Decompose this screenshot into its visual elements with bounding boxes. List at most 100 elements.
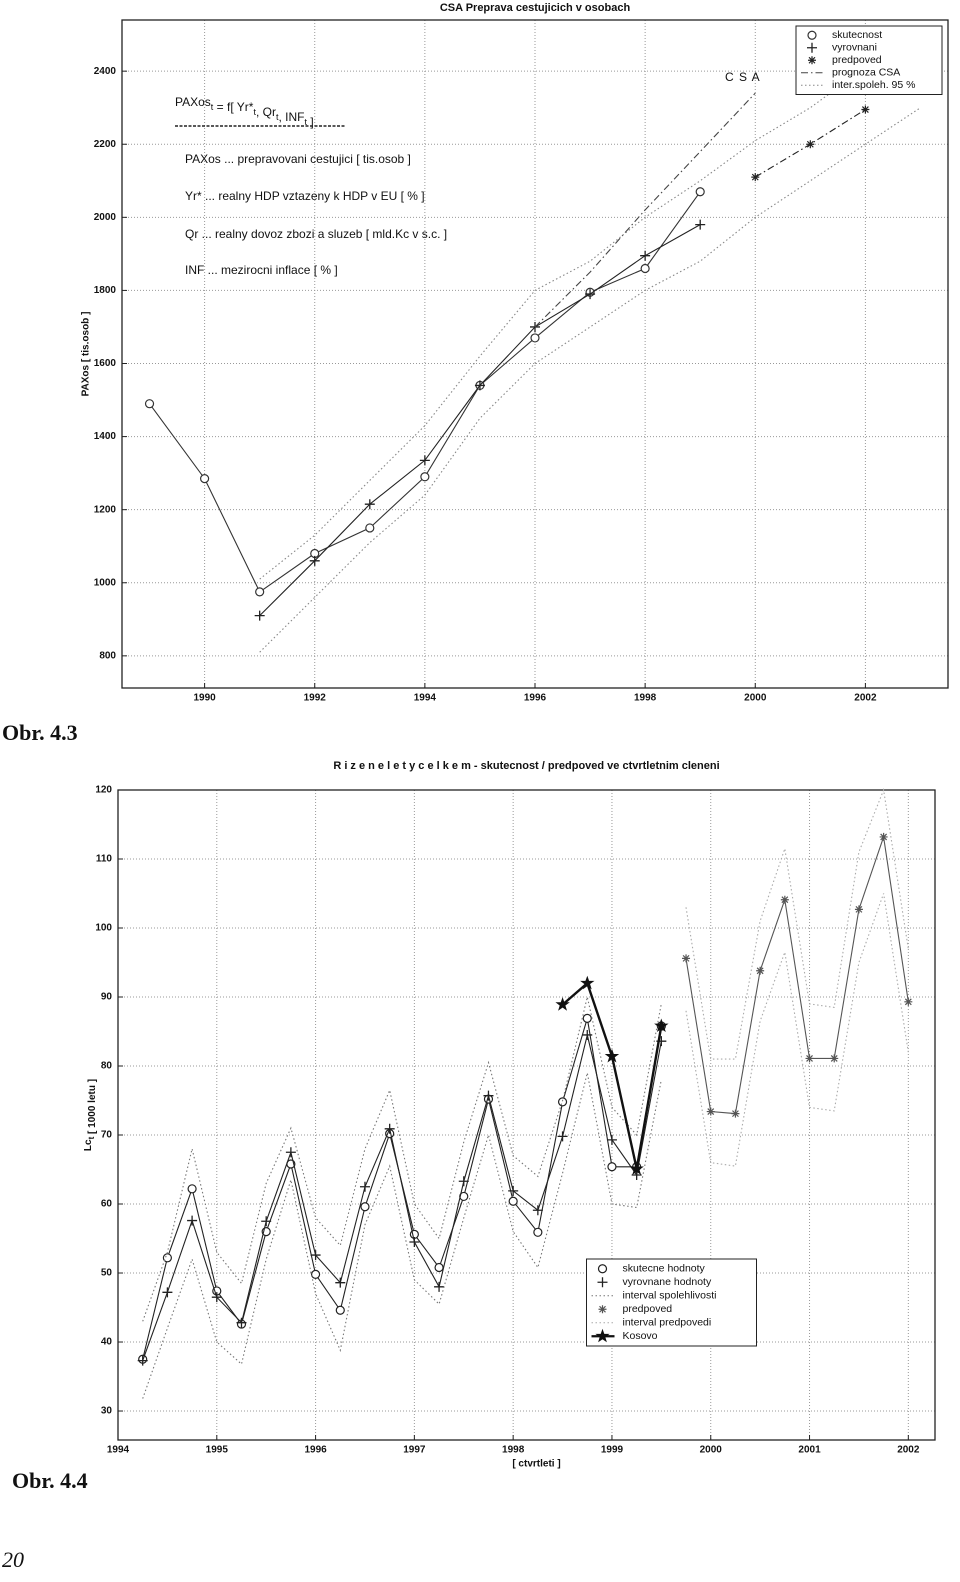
y-tick-label: 80 <box>101 1061 113 1072</box>
data-point <box>162 1287 173 1298</box>
data-point <box>359 1181 370 1192</box>
data-point <box>162 1253 172 1263</box>
data-point <box>695 187 705 197</box>
data-point <box>384 1123 395 1134</box>
legend-label: predpoved <box>832 54 882 66</box>
data-point <box>805 1054 814 1063</box>
data-point <box>751 173 760 182</box>
x-tick-label: 1990 <box>193 693 216 704</box>
data-point <box>255 587 265 597</box>
data-point <box>606 1134 617 1145</box>
caption: Obr. 4.3 <box>2 720 78 745</box>
y-tick-label: 2000 <box>94 212 117 223</box>
data-point <box>756 966 765 975</box>
series-line <box>685 836 909 1115</box>
data-point <box>706 1107 715 1116</box>
data-point <box>187 1184 197 1194</box>
y-axis-label-part: Lc <box>83 1139 94 1151</box>
data-point <box>557 1097 568 1107</box>
data-point <box>582 1013 592 1023</box>
x-tick-label: 1992 <box>304 693 327 704</box>
annotation: PAXos ... prepravovani cestujici [ tis.o… <box>185 152 411 166</box>
data-point <box>236 1317 247 1328</box>
data-point <box>364 499 375 510</box>
y-tick-label: 1000 <box>94 577 117 588</box>
data-point <box>310 1250 321 1261</box>
data-point <box>434 1281 445 1292</box>
formula-part: , INF <box>278 110 304 124</box>
annotation: Qr ... realny dovoz zbozi a sluzeb [ mld… <box>185 227 447 241</box>
interval-lower <box>142 1072 662 1399</box>
interval-lower <box>685 893 909 1167</box>
data-point <box>604 1048 620 1063</box>
data-point <box>360 1202 370 1212</box>
y-tick-label: 70 <box>101 1130 113 1141</box>
legend-marker <box>807 30 817 40</box>
data-point <box>419 455 430 466</box>
formula-part: = f[ Yr* <box>213 100 253 114</box>
x-tick-label: 2000 <box>700 1445 723 1456</box>
data-point <box>580 975 595 990</box>
data-point <box>335 1305 345 1315</box>
plot-frame <box>117 789 936 1441</box>
x-tick-label: 1997 <box>403 1445 426 1456</box>
y-axis-label: Lct [ 1000 letu ] <box>83 1079 98 1151</box>
annotation: Yr* ... realny HDP vztazeny k HDP v EU [… <box>185 189 425 203</box>
legend-label: interval predpovedi <box>623 1317 712 1329</box>
data-point <box>695 219 706 230</box>
x-tick-label: 2001 <box>798 1445 821 1456</box>
legend-label: predpoved <box>623 1303 673 1315</box>
data-point <box>508 1196 518 1206</box>
legend-marker <box>597 1264 608 1274</box>
legend-label: skutecnost <box>832 29 882 41</box>
annotation: C S A <box>725 70 761 84</box>
y-tick-label: 1800 <box>94 285 117 296</box>
chart-title: CSA Preprava cestujicich v osobach <box>440 2 631 14</box>
x-tick-label: 1994 <box>414 693 437 704</box>
legend-marker <box>595 1328 610 1343</box>
data-point <box>144 399 155 409</box>
y-axis-label: PAXos [ tis.osob ] <box>81 312 92 397</box>
data-point <box>137 1355 148 1366</box>
formula-sub: t <box>276 112 279 122</box>
y-tick-label: 50 <box>101 1268 113 1279</box>
data-point <box>285 1147 296 1158</box>
y-tick-label: 60 <box>101 1199 113 1210</box>
data-point <box>582 1029 593 1040</box>
data-point <box>629 1161 644 1175</box>
data-point <box>420 472 430 482</box>
data-point <box>483 1090 494 1101</box>
x-tick-label: 1998 <box>502 1445 525 1456</box>
data-point <box>585 289 596 300</box>
y-tick-label: 1400 <box>94 431 117 442</box>
legend-label: skutecne hodnoty <box>623 1263 706 1275</box>
page-number: 20 <box>2 1547 24 1572</box>
interval-upper <box>142 996 662 1322</box>
y-tick-label: 2400 <box>94 66 117 77</box>
series-line <box>142 1018 662 1360</box>
data-point <box>474 380 485 391</box>
y-tick-label: 30 <box>101 1406 113 1417</box>
y-axis-label-part: [ 1000 letu ] <box>87 1079 98 1137</box>
formula-sub: t <box>304 117 307 127</box>
data-point <box>830 1054 839 1063</box>
y-tick-label: 100 <box>95 923 112 934</box>
legend-marker <box>807 42 817 53</box>
formula-sub: t <box>253 107 256 117</box>
data-point <box>607 1162 617 1172</box>
data-point <box>200 474 210 484</box>
series-line <box>142 1034 662 1361</box>
y-tick-label: 110 <box>96 854 113 865</box>
data-point <box>211 1292 222 1303</box>
x-tick-label: 1999 <box>601 1445 624 1456</box>
data-point <box>557 1131 568 1142</box>
formula-part: ] <box>307 115 314 129</box>
data-point <box>254 610 265 621</box>
x-tick-label: 2002 <box>897 1445 920 1456</box>
data-point <box>261 1216 272 1227</box>
data-point <box>365 523 375 533</box>
legend-marker <box>597 1277 608 1288</box>
data-point <box>682 954 691 963</box>
plot-frame <box>121 19 949 689</box>
y-tick-label: 2200 <box>94 139 117 150</box>
